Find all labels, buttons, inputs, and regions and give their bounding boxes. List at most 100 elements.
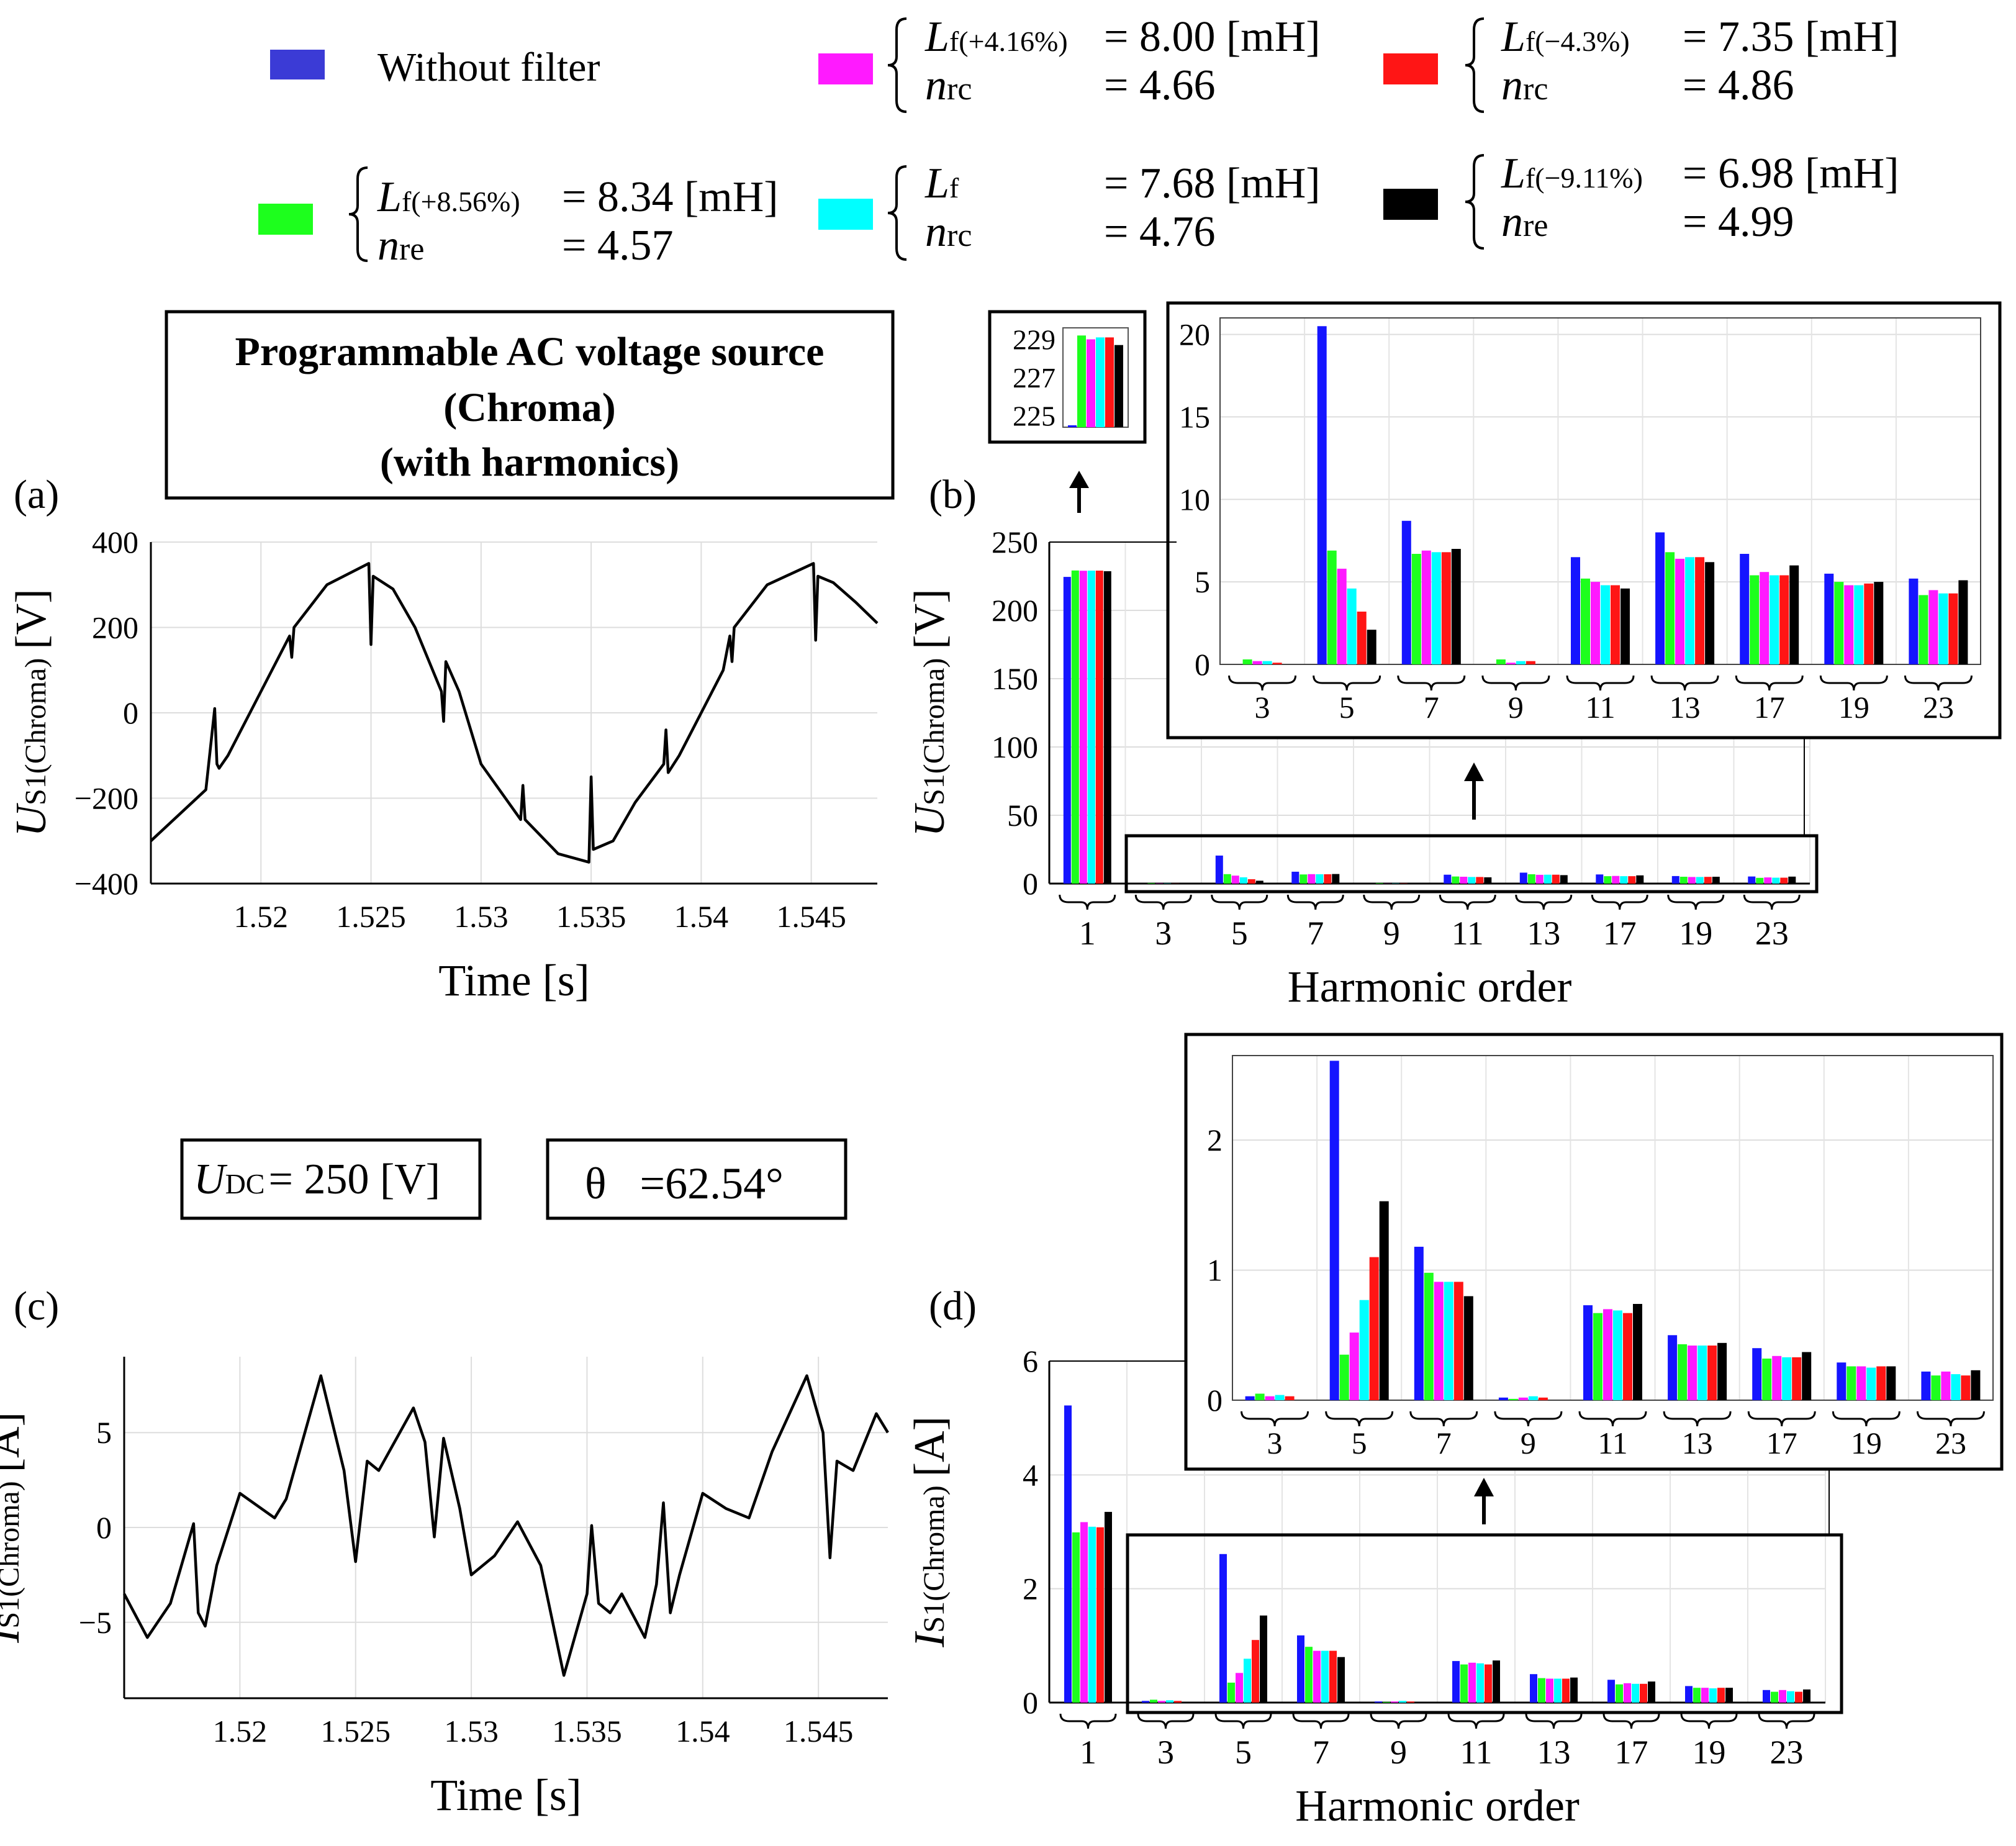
bar-d-19-s4 — [1876, 1366, 1886, 1400]
bar-d-5-s5 — [1379, 1201, 1389, 1400]
bar-d-23-s0 — [1921, 1371, 1931, 1400]
bar-b-17-s5 — [1789, 565, 1799, 664]
bar-d-5-s3 — [1244, 1658, 1251, 1703]
bar-d-5-s3 — [1359, 1300, 1369, 1400]
bar-b-23-s3 — [1938, 593, 1948, 664]
bar-b-13-s2 — [1675, 558, 1685, 664]
y-label-unit: [V] — [7, 589, 55, 649]
bar-b-7-s3 — [1431, 552, 1441, 664]
x-tick-label: 19 — [1838, 690, 1869, 725]
bar-b-17-s1 — [1604, 876, 1612, 884]
x-tick-label: 11 — [1585, 690, 1615, 725]
bar-d-5-s2 — [1349, 1332, 1359, 1400]
zoom-y-tick-label: 1 — [1207, 1253, 1223, 1288]
y-tick-label: −5 — [79, 1605, 112, 1640]
bar-d-9-s4 — [1407, 1701, 1414, 1703]
zoom-y-tick-label: 0 — [1207, 1383, 1223, 1418]
x-tick-label: 17 — [1615, 1734, 1648, 1771]
x-tick-label: 23 — [1770, 1734, 1804, 1771]
legend-n-symbol: n — [1501, 61, 1523, 109]
bar-d-19-s3 — [1709, 1688, 1717, 1703]
panel-label-a: (a) — [14, 472, 59, 517]
category-brace — [1214, 1713, 1272, 1729]
category-brace — [1904, 675, 1973, 691]
category-brace — [1566, 675, 1635, 691]
source-box-line2: (Chroma) — [443, 385, 615, 430]
bar-b-1-s3 — [1087, 571, 1095, 884]
bar-d-11-s5 — [1493, 1660, 1500, 1703]
y-axis-label: IS1(Chroma) [A] — [0, 1412, 29, 1644]
x-tick-label: 1.53 — [454, 899, 509, 934]
bar-d-17-s0 — [1752, 1348, 1762, 1400]
category-brace — [1313, 675, 1381, 691]
bar-zoom-fundamental-s1 — [1077, 335, 1086, 427]
legend-ratio-value: = 4.66 — [1104, 61, 1215, 109]
category-brace — [1137, 1713, 1195, 1729]
legend-swatch-black — [1383, 189, 1438, 220]
legend-inductance: Lf — [924, 160, 959, 207]
legend-inductance-value: = 6.98 [mH] — [1683, 150, 1899, 197]
bar-b-17-s4 — [1628, 876, 1636, 884]
category-brace — [1447, 1713, 1505, 1729]
y-tick-label: 50 — [1007, 798, 1038, 833]
bar-b-19-s4 — [1704, 877, 1712, 884]
zoom-region — [1124, 834, 1819, 894]
bar-d-17-s3 — [1632, 1683, 1639, 1703]
legend-L-sub: f(−9.11%) — [1526, 162, 1643, 194]
category-brace — [1134, 894, 1192, 910]
y-label-symbol: U — [7, 803, 55, 837]
x-tick-label: 7 — [1424, 690, 1439, 725]
x-tick-label: 1.52 — [234, 899, 289, 934]
bar-b-5-s2 — [1337, 568, 1347, 664]
legend-n-symbol: n — [925, 208, 947, 256]
bar-d-13-s4 — [1562, 1678, 1570, 1703]
category-brace — [1363, 894, 1421, 910]
bar-d-23-s3 — [1787, 1691, 1794, 1703]
bar-d-19-s0 — [1837, 1362, 1846, 1400]
category-brace — [1819, 675, 1888, 691]
bar-d-5-s1 — [1339, 1354, 1349, 1400]
y-tick-label: 0 — [123, 695, 138, 730]
x-tick-label: 13 — [1682, 1426, 1713, 1460]
category-brace — [1370, 1713, 1427, 1729]
bar-d-23-s5 — [1971, 1370, 1981, 1400]
x-tick-label: 9 — [1508, 690, 1524, 725]
bar-b-5-s4 — [1357, 612, 1367, 664]
bar-d-1-s5 — [1105, 1511, 1112, 1703]
bar-b-11-s2 — [1591, 582, 1600, 664]
bar-d-23-s2 — [1779, 1690, 1786, 1703]
bar-b-13-s1 — [1665, 552, 1675, 664]
bar-b-17-s5 — [1636, 875, 1644, 884]
zoom-fundamental-tick: 227 — [1013, 362, 1055, 394]
x-tick-label: 23 — [1935, 1426, 1966, 1460]
category-brace — [1832, 1411, 1901, 1427]
zoom-axes — [1232, 1055, 1994, 1401]
bar-d-17-s1 — [1762, 1359, 1772, 1400]
bar-d-7-s5 — [1463, 1296, 1473, 1400]
bar-b-7-s0 — [1401, 520, 1411, 664]
legend-L-symbol: L — [377, 173, 402, 221]
bar-b-11-s0 — [1444, 874, 1452, 884]
bar-b-23-s2 — [1764, 877, 1772, 884]
x-tick-label: 11 — [1598, 1426, 1627, 1460]
bar-b-5-s3 — [1239, 877, 1247, 884]
bar-d-13-s3 — [1554, 1678, 1562, 1703]
bar-d-9-s2 — [1518, 1397, 1528, 1400]
legend-label-without: Without filter — [377, 45, 600, 90]
bar-d-5-s0 — [1219, 1554, 1227, 1703]
chart-c: 1.52 1.525 1.53 1.535 1.54 1.545 −5 0 5 Time [s] I… — [0, 1357, 889, 1820]
x-tick-label: 5 — [1339, 690, 1355, 725]
bar-b-23-s5 — [1958, 580, 1968, 664]
bar-b-13-s3 — [1544, 874, 1552, 884]
panel-label-d: (d) — [929, 1283, 977, 1329]
bar-d-7-s5 — [1337, 1657, 1345, 1703]
y-label-sub: S1(Chroma) — [918, 1485, 951, 1632]
bar-b-19-s3 — [1854, 585, 1864, 664]
x-tick-label: 7 — [1436, 1426, 1452, 1460]
legend-brace — [887, 165, 907, 261]
bar-b-1-s5 — [1103, 571, 1111, 884]
category-brace — [1494, 1411, 1563, 1427]
bar-b-5-s1 — [1223, 874, 1231, 884]
zoom-fundamental-b: 229 227 225 — [988, 310, 1177, 543]
